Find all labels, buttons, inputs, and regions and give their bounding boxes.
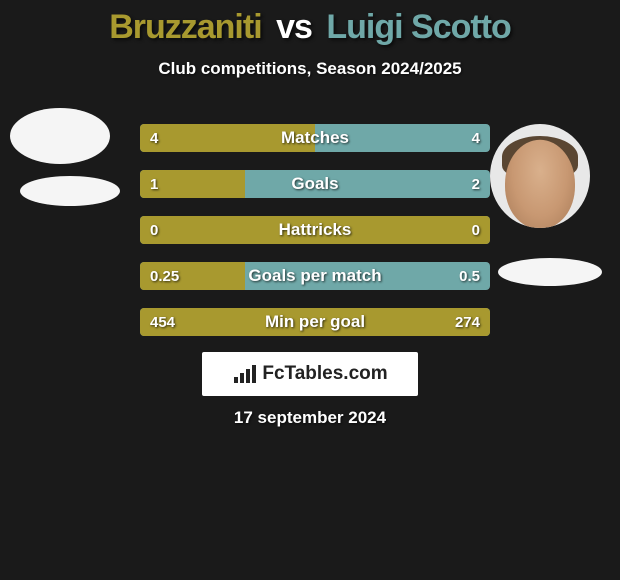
stat-value-right: 4 bbox=[472, 124, 480, 152]
stat-row: 454Min per goal274 bbox=[140, 308, 490, 336]
brand-chart-icon bbox=[232, 363, 258, 385]
stat-row: 0Hattricks0 bbox=[140, 216, 490, 244]
stat-label: Hattricks bbox=[140, 216, 490, 244]
brand-box: FcTables.com bbox=[202, 352, 418, 396]
stat-row: 1Goals2 bbox=[140, 170, 490, 198]
brand-text: FcTables.com bbox=[262, 363, 387, 385]
date: 17 september 2024 bbox=[0, 408, 620, 428]
stat-label: Goals bbox=[140, 170, 490, 198]
avatar-face bbox=[505, 140, 575, 228]
player1-name: Bruzzaniti bbox=[109, 8, 261, 46]
stat-value-right: 274 bbox=[455, 308, 480, 336]
player2-club-badge bbox=[498, 258, 602, 286]
stat-value-right: 0.5 bbox=[459, 262, 480, 290]
stat-label: Min per goal bbox=[140, 308, 490, 336]
comparison-bars: 4Matches4 1Goals2 0Hattricks0 0.25Goals per… bbox=[140, 124, 490, 354]
stat-label: Matches bbox=[140, 124, 490, 152]
stat-label: Goals per match bbox=[140, 262, 490, 290]
player1-avatar bbox=[10, 108, 110, 164]
stat-row: 0.25Goals per match0.5 bbox=[140, 262, 490, 290]
subtitle: Club competitions, Season 2024/2025 bbox=[0, 59, 620, 79]
player2-name: Luigi Scotto bbox=[326, 8, 510, 46]
comparison-title: Bruzzaniti vs Luigi Scotto bbox=[0, 0, 620, 47]
vs-label: vs bbox=[276, 8, 312, 46]
stat-row: 4Matches4 bbox=[140, 124, 490, 152]
player1-club-badge bbox=[20, 176, 120, 206]
stat-value-right: 0 bbox=[472, 216, 480, 244]
player2-avatar bbox=[490, 124, 590, 228]
stat-value-right: 2 bbox=[472, 170, 480, 198]
